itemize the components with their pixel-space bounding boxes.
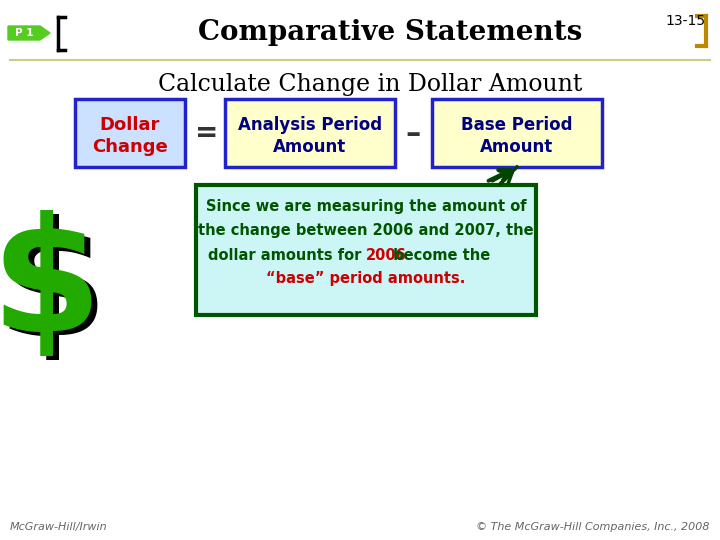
Text: © The McGraw-Hill Companies, Inc., 2008: © The McGraw-Hill Companies, Inc., 2008 [477,522,710,532]
Text: become the: become the [388,247,490,262]
Text: Analysis Period: Analysis Period [238,116,382,134]
Text: 13-15: 13-15 [666,14,706,28]
FancyBboxPatch shape [432,99,602,167]
FancyBboxPatch shape [225,99,395,167]
Text: Amount: Amount [480,138,554,156]
Text: Comparative Statements: Comparative Statements [198,19,582,46]
FancyBboxPatch shape [196,185,536,315]
Text: the change between 2006 and 2007, the: the change between 2006 and 2007, the [198,224,534,239]
Text: “base” period amounts.: “base” period amounts. [266,272,466,287]
Text: –: – [405,118,420,147]
FancyArrow shape [8,26,50,40]
Text: $: $ [0,211,102,366]
FancyBboxPatch shape [75,99,185,167]
Text: Calculate Change in Dollar Amount: Calculate Change in Dollar Amount [158,73,582,97]
Text: 2006: 2006 [366,247,407,262]
Text: =: = [195,119,219,147]
Text: P 1: P 1 [14,28,33,38]
Text: dollar amounts for: dollar amounts for [207,247,366,262]
Text: Change: Change [92,138,168,156]
Text: Amount: Amount [274,138,346,156]
Text: Dollar: Dollar [100,116,160,134]
Text: McGraw-Hill/Irwin: McGraw-Hill/Irwin [10,522,107,532]
Text: $: $ [0,214,107,369]
Text: Since we are measuring the amount of: Since we are measuring the amount of [206,199,526,214]
Text: dollar amounts for XXXX become the: dollar amounts for XXXX become the [213,247,519,262]
Text: Base Period: Base Period [462,116,572,134]
